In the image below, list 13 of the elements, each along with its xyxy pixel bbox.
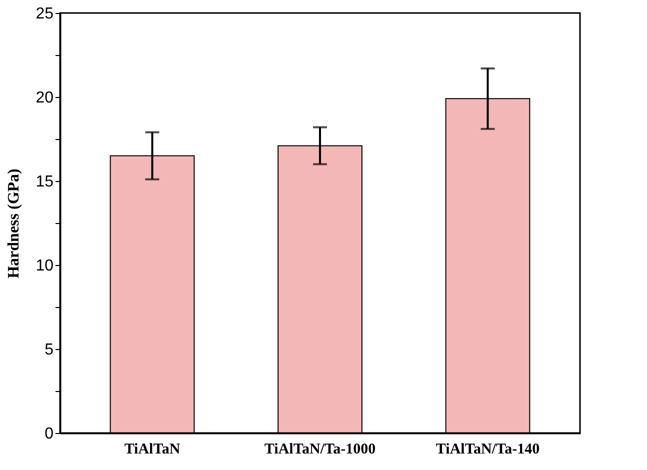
y-tick-label: 5 bbox=[44, 342, 54, 358]
y-tick-label: 0 bbox=[44, 426, 54, 442]
x-tick-label: TiAlTaN bbox=[124, 442, 180, 458]
x-tick-label: TiAlTaN/Ta-1000 bbox=[264, 442, 376, 458]
bar bbox=[445, 98, 530, 434]
y-tick-label: 15 bbox=[36, 174, 54, 190]
y-tick-label: 25 bbox=[36, 6, 54, 22]
bar bbox=[110, 155, 195, 434]
y-tick-label: 10 bbox=[36, 258, 54, 274]
bar bbox=[278, 145, 362, 434]
y-axis-title: Hardness (GPa) bbox=[6, 168, 23, 278]
y-tick-label: 20 bbox=[36, 90, 54, 106]
x-tick-label: TiAlTaN/Ta-140 bbox=[436, 442, 540, 458]
